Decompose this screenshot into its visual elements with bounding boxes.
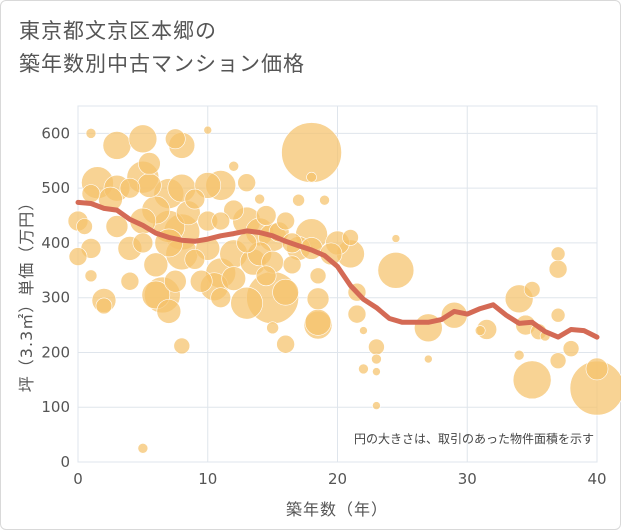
bubble-point: [585, 357, 609, 381]
bubble-point: [276, 211, 295, 231]
bubble-point: [306, 287, 330, 311]
bubble-point: [184, 188, 206, 210]
bubble-point: [165, 128, 186, 150]
bubble-point: [368, 338, 385, 356]
bubble-point: [358, 363, 369, 375]
y-tick-label: 400: [41, 234, 70, 252]
bubble-point: [255, 265, 277, 287]
bubble-point: [76, 218, 93, 235]
bubble-point: [272, 278, 299, 306]
bubble-point: [203, 125, 213, 135]
y-tick-label: 600: [41, 124, 70, 142]
bubble-point: [68, 247, 88, 266]
bubble-point: [254, 193, 265, 205]
bubble-point: [102, 131, 132, 160]
bubble-point: [359, 326, 368, 335]
chart-title-line2: 築年数別中古マンション価格: [19, 52, 305, 76]
y-tick-label: 100: [41, 398, 70, 416]
x-tick-label: 30: [458, 470, 477, 488]
bubble-point: [221, 266, 246, 291]
y-tick-label: 0: [60, 453, 70, 471]
trend-line-group: [75, 199, 600, 340]
bubble-point: [237, 173, 256, 192]
bubble-point: [276, 334, 295, 354]
bubble-point: [347, 304, 367, 324]
x-axis-title: 築年数（年）: [286, 500, 388, 519]
bubble-point: [372, 401, 381, 410]
bubble-point: [550, 246, 566, 262]
bubble-point: [474, 325, 486, 336]
y-tick-labels: 0 100 200 300 400 500 600: [41, 124, 70, 471]
y-tick-label: 500: [41, 179, 70, 197]
trend-line: [75, 199, 600, 340]
bubble-point: [424, 354, 433, 364]
bubble-point: [81, 184, 101, 203]
size-note: 円の大きさは、取引のあった物件面積を示す: [354, 431, 594, 446]
bubble-point: [292, 193, 305, 207]
bubble-point: [562, 340, 580, 357]
y-tick-label: 300: [41, 289, 70, 307]
bubble-point: [342, 229, 359, 246]
bubble-point: [236, 232, 257, 254]
bubble-point: [319, 194, 330, 206]
bubble-point: [128, 124, 158, 154]
bubble-point: [309, 267, 327, 285]
bubble-point: [549, 352, 567, 369]
bubble-point: [84, 269, 98, 283]
bubble-point: [550, 307, 566, 323]
bubble-point: [105, 215, 129, 238]
bubble-point: [189, 269, 213, 293]
bubble-point: [391, 234, 401, 243]
x-tick-label: 10: [198, 470, 217, 488]
grid-lines: [77, 105, 598, 463]
bubble-point: [282, 255, 302, 275]
bubble-point: [95, 297, 113, 315]
bubble-point: [137, 173, 162, 198]
x-tick-label: 0: [73, 470, 83, 488]
bubble-point: [184, 249, 206, 270]
bubble-point: [211, 211, 231, 231]
bubble-point: [119, 177, 141, 199]
bubble-point: [85, 128, 97, 139]
x-tick-label: 40: [587, 470, 606, 488]
bubble-point: [372, 367, 381, 376]
bubble-point: [281, 122, 342, 183]
bubble-point: [512, 360, 552, 400]
bubble-point: [223, 199, 244, 221]
bubble-point: [164, 269, 187, 293]
y-tick-label: 200: [41, 343, 70, 361]
bubble-point: [371, 353, 382, 365]
bubble-point: [228, 160, 239, 172]
bubble-point: [132, 232, 154, 254]
bubble-point: [513, 349, 525, 361]
bubble-point: [304, 309, 332, 336]
bubble-series: [67, 122, 621, 454]
bubble-point: [138, 152, 161, 175]
bubble-point: [548, 259, 568, 279]
bubble-point: [255, 205, 277, 226]
bubble-point: [120, 271, 140, 291]
bubble-point: [377, 252, 415, 289]
bubble-point: [230, 286, 263, 320]
x-tick-label: 20: [328, 470, 347, 488]
bubble-point: [137, 443, 149, 454]
bubble-point: [306, 171, 317, 183]
x-tick-labels: 0 10 20 30 40: [73, 470, 606, 488]
bubble-point: [266, 321, 279, 335]
bubble-point: [173, 337, 191, 355]
bubble-point: [523, 281, 541, 298]
bubble-point: [143, 252, 169, 278]
chart-title-line1: 東京都文京区本郷の: [19, 19, 217, 43]
bubble-point: [210, 287, 232, 308]
bubble-point: [156, 299, 182, 324]
y-axis-title: 坪（3.3㎡）単価（万円）: [17, 194, 36, 392]
chart-title: 東京都文京区本郷の 築年数別中古マンション価格: [19, 15, 305, 81]
